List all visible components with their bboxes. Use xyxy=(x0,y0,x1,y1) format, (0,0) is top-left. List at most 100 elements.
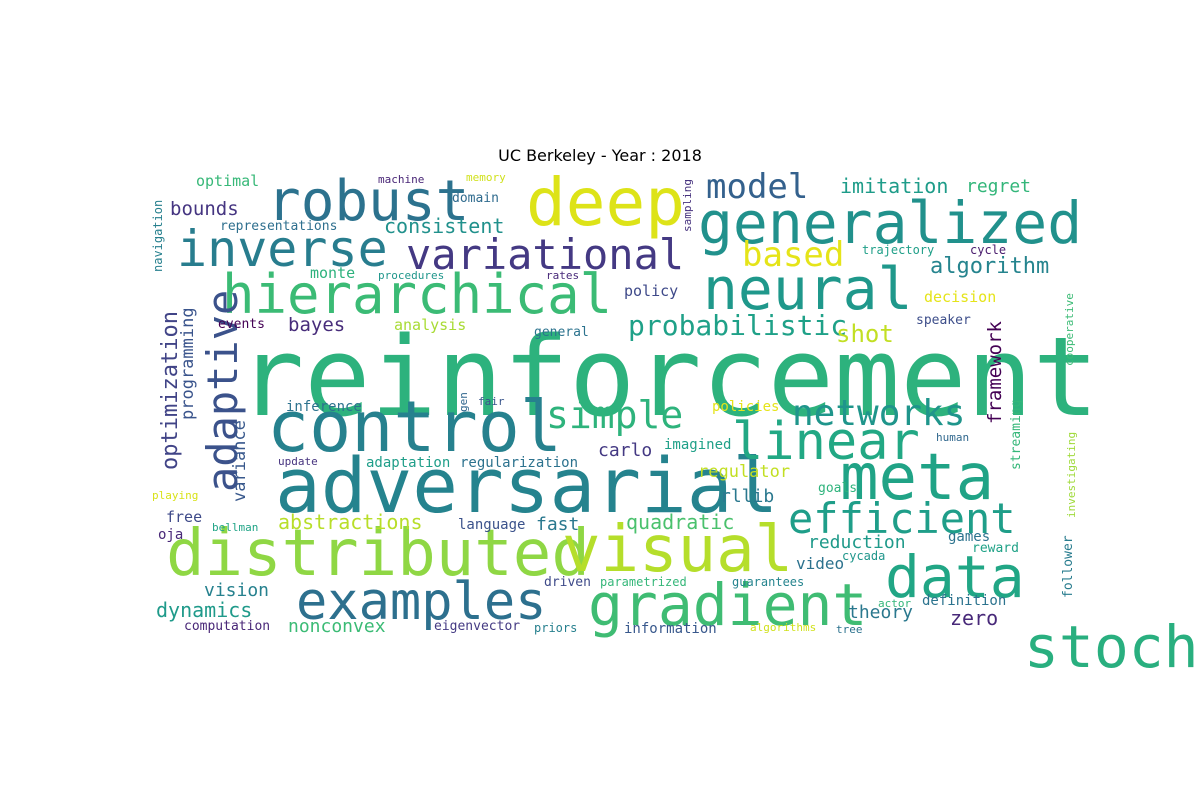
word-definition: definition xyxy=(922,593,1007,609)
word-stochastic: stochastic xyxy=(1024,613,1200,681)
word-deep: deep xyxy=(526,164,685,241)
word-programming: programming xyxy=(178,307,198,420)
word-reduction: reduction xyxy=(808,532,906,553)
word-fast: fast xyxy=(536,514,580,535)
word-probabilistic: probabilistic xyxy=(628,309,848,342)
word-optimal: optimal xyxy=(196,172,260,190)
word-goals: goals xyxy=(818,481,858,496)
word-robust: robust xyxy=(267,169,470,234)
word-representations: representations xyxy=(220,219,338,234)
word-imagined: imagined xyxy=(664,437,732,453)
word-priors: priors xyxy=(534,621,578,635)
word-reinforcement: reinforcement xyxy=(238,313,1099,441)
word-cycada: cycada xyxy=(842,549,886,563)
word-analysis: analysis xyxy=(394,316,467,334)
word-dynamics: dynamics xyxy=(156,598,253,622)
word-adaptation: adaptation xyxy=(366,455,451,471)
word-guarantees: guarantees xyxy=(732,575,805,589)
word-shot: shot xyxy=(836,320,894,348)
word-cloud: reinforcement adversarial control distri… xyxy=(150,164,1200,677)
word-regret: regret xyxy=(966,176,1032,197)
word-efficient: efficient xyxy=(788,494,1016,543)
word-visual: visual xyxy=(562,513,794,587)
word-variance: variance xyxy=(230,420,250,502)
word-quadratic: quadratic xyxy=(626,510,735,534)
word-examples: examples xyxy=(296,572,547,632)
word-framework: framework xyxy=(984,321,1006,424)
word-linear: linear xyxy=(732,412,920,472)
word-bayes: bayes xyxy=(288,314,346,336)
word-meta: meta xyxy=(840,441,995,515)
word-rates: rates xyxy=(546,269,580,282)
word-algorithms: algorithms xyxy=(750,621,817,634)
word-human: human xyxy=(936,431,970,444)
word-networks: networks xyxy=(792,393,966,434)
word-policies: policies xyxy=(712,399,780,415)
word-policy: policy xyxy=(624,282,679,300)
word-update: update xyxy=(278,455,318,468)
word-rllib: rllib xyxy=(720,486,775,507)
word-bellman: bellman xyxy=(212,521,259,534)
word-control: control xyxy=(267,386,563,468)
word-imitation: imitation xyxy=(840,174,949,198)
word-games: games xyxy=(948,529,991,545)
word-algorithm: algorithm xyxy=(930,254,1050,279)
word-model: model xyxy=(706,167,809,207)
word-hierarchical: hierarchical xyxy=(222,263,613,326)
word-free: free xyxy=(166,508,203,526)
word-consistent: consistent xyxy=(384,214,505,238)
word-based: based xyxy=(742,235,845,275)
word-simple: simple xyxy=(546,393,684,437)
word-navigation: navigation xyxy=(151,199,165,272)
word-eigenvector: eigenvector xyxy=(434,619,521,634)
word-distributed: distributed xyxy=(166,517,590,591)
word-cooperative: cooperative xyxy=(1063,293,1076,366)
word-oja: oja xyxy=(158,527,184,543)
word-fair: fair xyxy=(478,395,505,408)
word-monte: monte xyxy=(310,264,356,282)
word-data: data xyxy=(885,543,1025,611)
word-gradient: gradient xyxy=(588,571,868,639)
word-bounds: bounds xyxy=(170,198,239,220)
word-inverse: inverse xyxy=(177,220,388,278)
word-regulator: regulator xyxy=(698,462,791,482)
word-actor: actor xyxy=(878,597,912,610)
word-computation: computation xyxy=(184,619,271,634)
word-inference: inference xyxy=(286,399,362,415)
word-events: events xyxy=(218,317,265,332)
word-neural: neural xyxy=(703,255,913,323)
word-domain: domain xyxy=(452,191,499,206)
word-memory: memory xyxy=(466,171,506,184)
word-decision: decision xyxy=(924,288,997,306)
word-streaming: streaming xyxy=(1009,399,1024,470)
word-playing: playing xyxy=(152,489,199,502)
word-tree: tree xyxy=(836,623,863,636)
word-language: language xyxy=(458,517,526,533)
word-abstractions: abstractions xyxy=(278,510,423,534)
word-regularization: regularization xyxy=(460,455,579,471)
word-trajectory: trajectory xyxy=(862,243,935,257)
word-cycle: cycle xyxy=(970,243,1007,257)
word-video: video xyxy=(796,554,845,573)
word-sampling: sampling xyxy=(681,179,694,232)
word-investigating: investigating xyxy=(1065,431,1078,518)
word-zero: zero xyxy=(950,606,999,630)
word-parametrized: parametrized xyxy=(600,575,687,589)
word-gen: gen xyxy=(457,392,470,412)
chart-title: UC Berkeley - Year : 2018 xyxy=(498,146,702,165)
word-carlo: carlo xyxy=(598,440,653,461)
word-variational: variational xyxy=(406,230,685,279)
word-reward: reward xyxy=(972,541,1019,556)
word-follower: follower xyxy=(1061,535,1076,598)
word-speaker: speaker xyxy=(916,313,971,328)
word-vision: vision xyxy=(204,580,270,601)
word-information: information xyxy=(624,621,717,637)
word-machine: machine xyxy=(378,173,425,186)
word-procedures: procedures xyxy=(378,269,445,282)
word-theory: theory xyxy=(848,602,914,623)
word-generalized: generalized xyxy=(698,189,1083,257)
word-nonconvex: nonconvex xyxy=(288,616,386,637)
word-driven: driven xyxy=(544,575,591,590)
word-adversarial: adversarial xyxy=(275,441,779,530)
word-general: general xyxy=(534,325,589,340)
